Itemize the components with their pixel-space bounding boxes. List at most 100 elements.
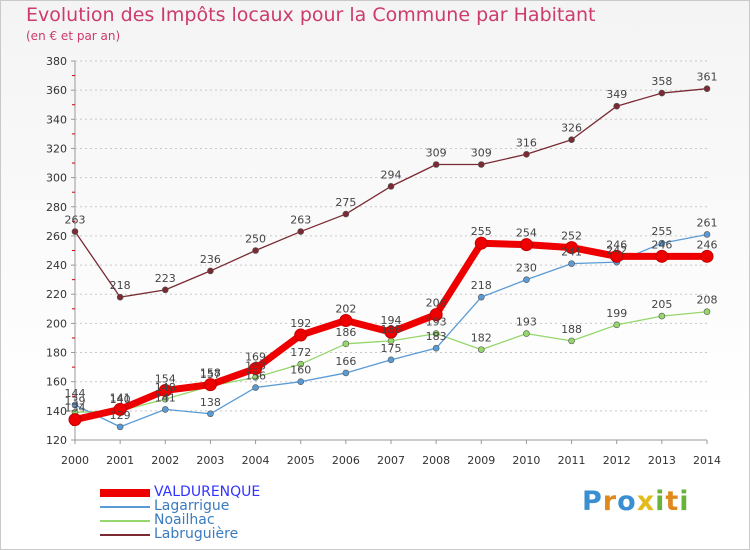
data-point [116,423,124,431]
data-point [477,346,485,353]
chart-title: Evolution des Impôts locaux pour la Comm… [26,4,596,26]
data-label: 358 [651,75,672,88]
data-point [519,238,533,252]
data-label: 175 [381,342,402,355]
x-tick-label: 2007 [377,454,405,467]
data-label: 246 [606,238,627,251]
data-label: 129 [110,409,131,422]
x-tick-label: 2008 [422,454,450,467]
data-label: 255 [651,225,672,238]
y-tick-label: 220 [46,288,67,301]
data-point [387,356,395,364]
data-point [658,89,666,97]
logo-letter: x [636,486,656,517]
data-point [429,308,443,322]
x-tick-label: 2004 [242,454,270,467]
data-point [252,384,259,391]
data-label: 309 [426,146,447,159]
data-point [113,402,127,416]
data-point [161,406,169,413]
y-tick-label: 120 [46,434,67,447]
data-point [658,239,666,247]
x-tick-label: 2011 [558,454,586,467]
data-label: 236 [200,253,221,266]
data-point [252,247,259,254]
data-label: 250 [245,233,266,246]
data-point [297,378,305,385]
legend-label: VALDURENQUE [154,484,261,500]
data-label: 254 [516,227,537,240]
data-point [432,330,440,337]
data-point [658,312,666,320]
y-tick-label: 320 [46,142,67,155]
data-label: 263 [290,214,311,227]
y-tick-label: 200 [46,317,67,330]
data-label: 246 [697,238,718,251]
data-label: 205 [651,298,672,311]
data-point [339,313,353,327]
legend-label: Lagarrigue [154,498,230,514]
data-point [523,150,530,158]
data-label: 202 [335,302,356,315]
data-point [565,241,579,255]
data-point [342,369,350,377]
data-label: 158 [200,367,221,380]
y-tick-label: 280 [46,201,67,214]
data-point [71,401,79,409]
data-label: 261 [697,216,718,229]
data-label: 275 [335,196,356,209]
x-tick-label: 2012 [603,454,631,467]
data-label: 241 [561,246,582,259]
data-point [523,330,530,337]
data-label: 169 [245,351,266,364]
x-tick-label: 2009 [467,454,495,467]
data-label: 148 [155,381,176,394]
data-label: 263 [65,214,86,227]
data-label: 157 [200,368,221,381]
x-tick-label: 2006 [332,454,360,467]
data-label: 140 [110,393,131,406]
y-tick-label: 380 [46,55,67,68]
data-label: 141 [155,391,176,404]
data-label: 166 [335,355,356,368]
x-tick-label: 2001 [106,454,134,467]
data-label: 361 [697,71,718,84]
proxiti-logo: Proxiti [582,486,690,517]
logo-letter: t [665,486,680,517]
y-tick-label: 300 [46,172,67,185]
data-point [161,286,169,294]
data-point [477,293,485,301]
data-label: 294 [381,168,402,181]
data-point [294,328,308,342]
data-point [700,249,714,263]
data-point [703,308,711,316]
data-label: 230 [516,262,537,275]
y-tick-label: 240 [46,259,67,272]
data-label: 309 [471,146,492,159]
data-label: 193 [516,316,537,329]
legend-label: Noailhac [154,512,215,528]
logo-letter: i [679,486,690,517]
x-tick-label: 2013 [648,454,676,467]
y-tick-label: 160 [46,376,67,389]
data-label: 349 [606,88,627,101]
y-tick-label: 260 [46,230,67,243]
data-label: 163 [245,359,266,372]
data-label: 218 [110,279,131,292]
data-label: 141 [110,391,131,404]
data-point [297,360,305,368]
data-label: 192 [290,317,311,330]
data-label: 186 [335,326,356,339]
y-tick-label: 180 [46,347,67,360]
data-point [474,236,488,250]
data-point [432,344,440,352]
data-point [342,340,350,348]
data-point [655,249,669,263]
data-point [71,228,79,235]
x-tick-label: 2005 [287,454,315,467]
data-label: 172 [290,346,311,359]
chart-subtitle: (en € et par an) [26,29,121,43]
logo-letter: P [582,486,603,517]
